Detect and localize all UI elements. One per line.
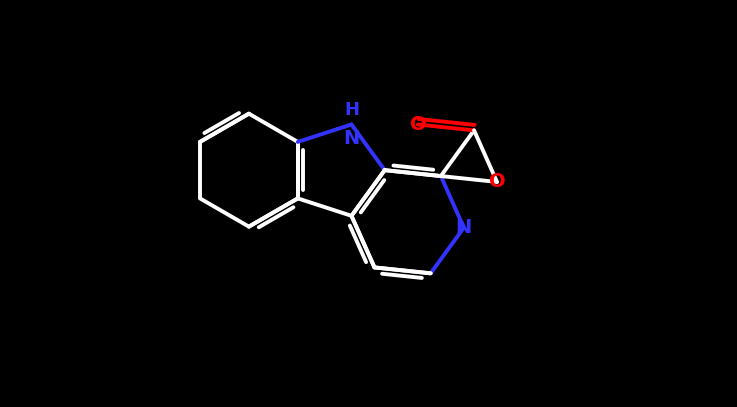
Text: O: O: [410, 115, 426, 134]
Text: O: O: [489, 173, 506, 191]
Text: H: H: [344, 101, 359, 120]
Text: N: N: [455, 218, 472, 237]
Text: N: N: [343, 129, 360, 149]
